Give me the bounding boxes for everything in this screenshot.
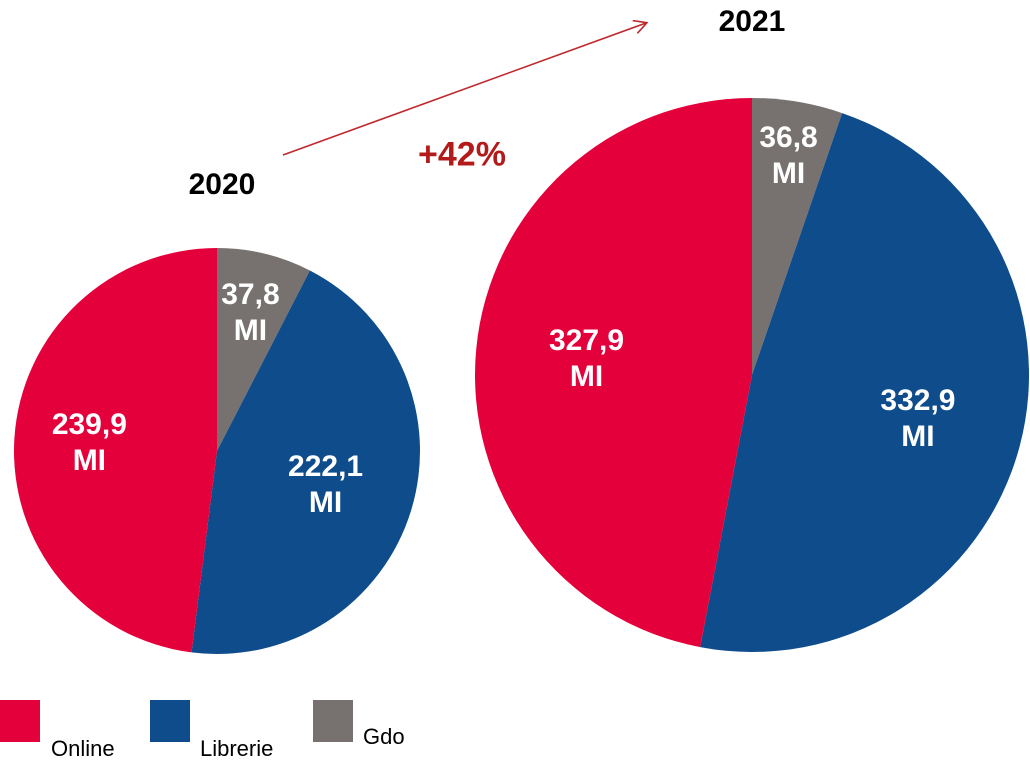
- data-label: 36,8 MI: [759, 121, 818, 191]
- legend-label: Librerie: [200, 736, 274, 761]
- pie-slice: [475, 98, 752, 648]
- legend-label: Gdo: [363, 724, 405, 749]
- legend-swatch: [313, 700, 353, 742]
- pie-slice: [700, 113, 1029, 652]
- pie-slice: [752, 98, 843, 375]
- chart-title: 2020: [188, 168, 256, 201]
- pie-slice: [217, 248, 310, 451]
- growth-arrow: [282, 23, 646, 156]
- data-label: 37,8 MI: [221, 277, 280, 347]
- legend-label: Online: [51, 736, 115, 761]
- pie-slice: [14, 248, 217, 653]
- data-label: 327,9 MI: [548, 324, 625, 394]
- legend-swatch: [0, 700, 40, 742]
- data-label: 332,9 MI: [880, 384, 956, 454]
- pie-slice: [191, 270, 420, 654]
- data-label: 222,1 MI: [288, 449, 364, 519]
- annotation: +42%: [418, 135, 506, 174]
- data-label: 239,9 MI: [51, 407, 127, 477]
- chart-title: 2021: [718, 5, 786, 38]
- legend-swatch: [150, 700, 190, 742]
